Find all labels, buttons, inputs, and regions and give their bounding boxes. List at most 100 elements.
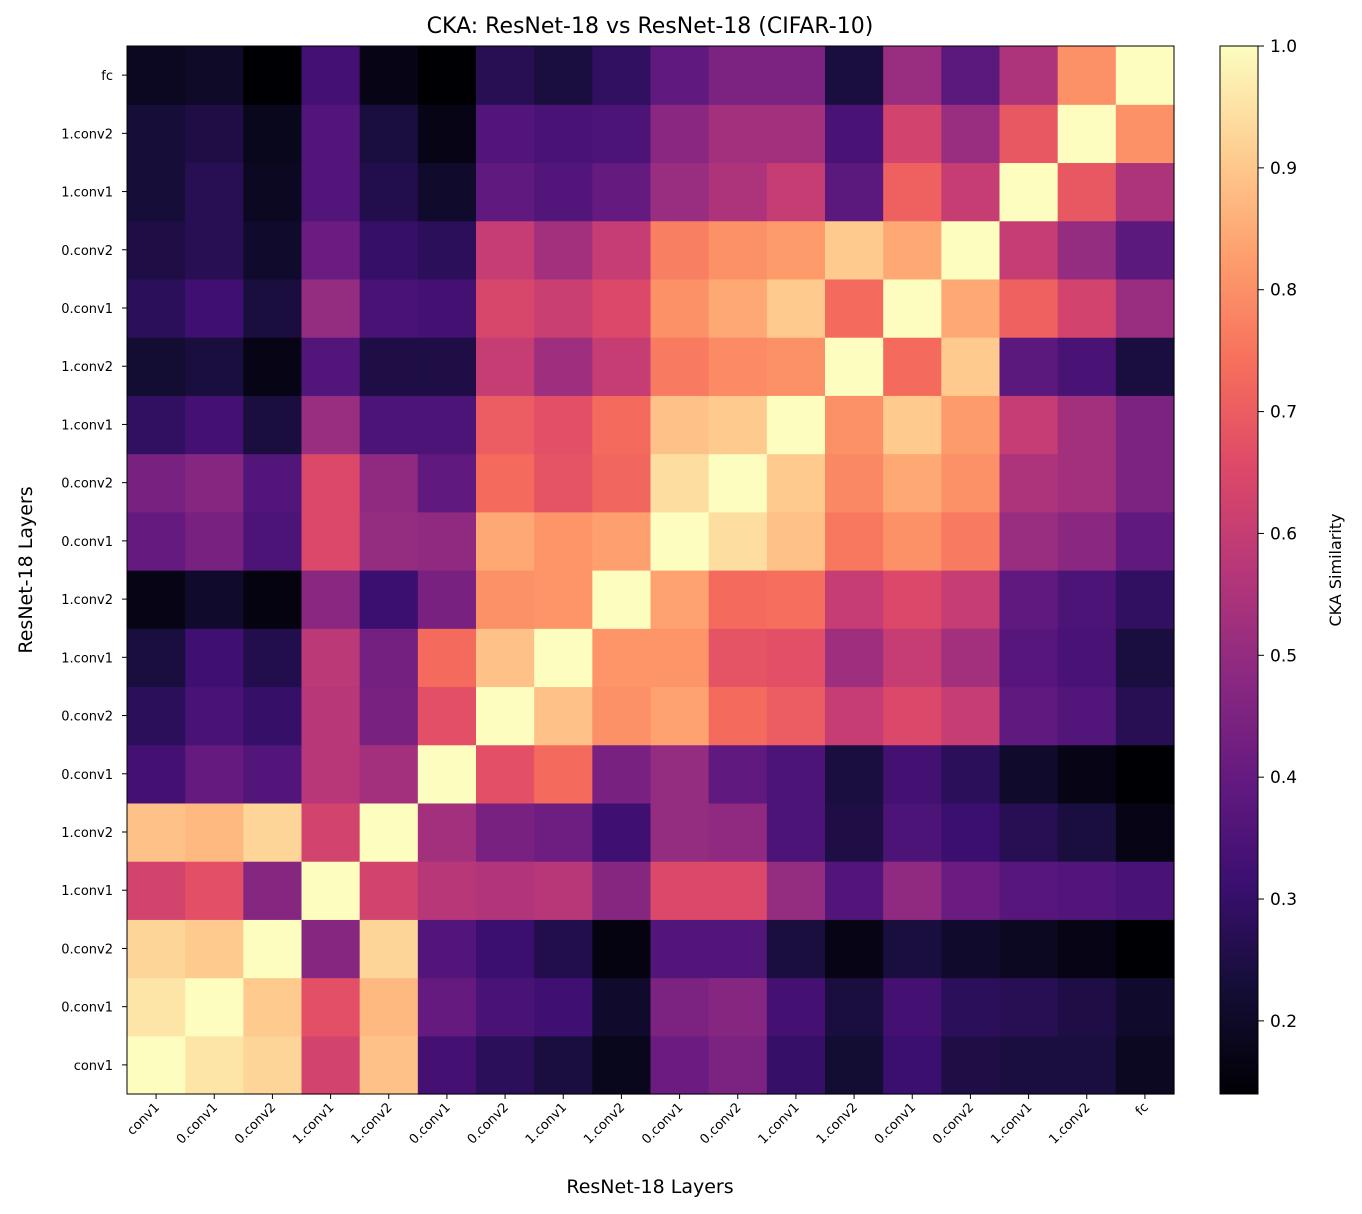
heatmap-cell [185, 511, 244, 571]
heatmap-cell [1057, 919, 1117, 979]
heatmap-cell [1115, 570, 1175, 629]
heatmap-cell [592, 278, 652, 338]
heatmap-cell [999, 104, 1059, 164]
y-tick-label: 1.conv2 [61, 826, 113, 841]
heatmap-cell [243, 46, 303, 105]
heatmap-cell [592, 977, 652, 1037]
heatmap-cell [766, 1035, 826, 1095]
heatmap-cell [1057, 861, 1117, 920]
heatmap-cell [592, 570, 652, 629]
heatmap-cell [185, 977, 244, 1037]
heatmap-cell [766, 104, 826, 164]
colorbar-tick-label: 0.8 [1270, 281, 1297, 301]
heatmap-cell [999, 686, 1059, 746]
heatmap-cell [534, 919, 593, 979]
heatmap-cell [999, 162, 1059, 222]
heatmap-cell [883, 453, 942, 513]
heatmap-cell [650, 977, 710, 1037]
heatmap-cell [127, 220, 186, 280]
y-tick-label: 1.conv1 [61, 186, 113, 201]
heatmap-cell [883, 861, 942, 920]
heatmap-cell [417, 744, 477, 804]
heatmap-cell [1057, 220, 1117, 280]
heatmap-cell [417, 162, 477, 222]
heatmap-cell [766, 46, 826, 105]
heatmap-cell [359, 46, 419, 105]
heatmap-cell [883, 686, 942, 746]
heatmap-cell [1115, 686, 1175, 746]
heatmap-cell [1057, 686, 1117, 746]
heatmap-cell [301, 511, 361, 571]
heatmap-cell [941, 511, 1001, 571]
heatmap-cell [883, 1035, 942, 1095]
heatmap-cell [883, 278, 942, 338]
heatmap-cell [999, 1035, 1059, 1095]
heatmap-cell [534, 162, 593, 222]
heatmap-cell [999, 744, 1059, 804]
heatmap-cell [825, 570, 884, 629]
heatmap-cell [185, 919, 244, 979]
heatmap-cell [708, 1035, 768, 1095]
heatmap-cell [243, 861, 303, 920]
x-tick-label: 0.conv1 [872, 1100, 919, 1147]
x-axis-label: ResNet-18 Layers [566, 1176, 733, 1198]
heatmap-cell [883, 104, 942, 164]
heatmap-cell [1057, 802, 1117, 862]
heatmap-cell [999, 220, 1059, 280]
heatmap-cell [301, 453, 361, 513]
heatmap-cell [127, 861, 186, 920]
heatmap-cell [359, 278, 419, 338]
heatmap-cell [766, 220, 826, 280]
heatmap-cell [417, 104, 477, 164]
y-tick-label: 1.conv1 [61, 651, 113, 666]
heatmap-cell [534, 802, 593, 862]
colorbar-tick-label: 0.4 [1270, 768, 1297, 788]
heatmap-cell [999, 453, 1059, 513]
y-tick-label: 0.conv2 [61, 710, 113, 725]
heatmap-cell [766, 278, 826, 338]
heatmap-cell [127, 628, 186, 688]
colorbar-tick-label: 1.0 [1270, 37, 1297, 57]
heatmap-cell [1115, 861, 1175, 920]
heatmap-cell [883, 220, 942, 280]
heatmap-cell [1115, 162, 1175, 222]
heatmap-cell [185, 802, 244, 862]
heatmap-cell [650, 802, 710, 862]
heatmap-cell [592, 511, 652, 571]
heatmap-cell [417, 977, 477, 1037]
heatmap-cell [592, 162, 652, 222]
heatmap-cell [650, 744, 710, 804]
heatmap-cell [1115, 220, 1175, 280]
heatmap-cell [359, 802, 419, 862]
heatmap-cell [708, 686, 768, 746]
y-tick-label: 0.conv2 [61, 244, 113, 259]
y-tick-label: 0.conv1 [61, 535, 113, 550]
heatmap-cell [825, 46, 884, 105]
heatmap-cell [1115, 802, 1175, 862]
heatmap-cell [301, 395, 361, 455]
heatmap-cell [592, 686, 652, 746]
x-tick-label: 1.conv2 [348, 1100, 395, 1147]
heatmap-cell [185, 453, 244, 513]
heatmap-cell [708, 278, 768, 338]
colorbar-tick-label: 0.9 [1270, 159, 1297, 179]
heatmap-cell [1115, 977, 1175, 1037]
heatmap-cell [127, 977, 186, 1037]
x-tick-label: 1.conv1 [756, 1100, 803, 1147]
heatmap-cell [708, 337, 768, 396]
heatmap-cell [708, 104, 768, 164]
heatmap-cell [301, 104, 361, 164]
heatmap-cell [941, 395, 1001, 455]
heatmap-cell [476, 628, 535, 688]
heatmap-cell [417, 337, 477, 396]
heatmap-cell [301, 278, 361, 338]
heatmap-cell [825, 628, 884, 688]
heatmap-cell [592, 802, 652, 862]
y-tick-label: 0.conv1 [61, 768, 113, 783]
heatmap-cell [534, 337, 593, 396]
heatmap-cell [592, 919, 652, 979]
x-tick-label: 0.conv2 [697, 1100, 744, 1147]
heatmap-cell [301, 1035, 361, 1095]
heatmap-cell [417, 861, 477, 920]
